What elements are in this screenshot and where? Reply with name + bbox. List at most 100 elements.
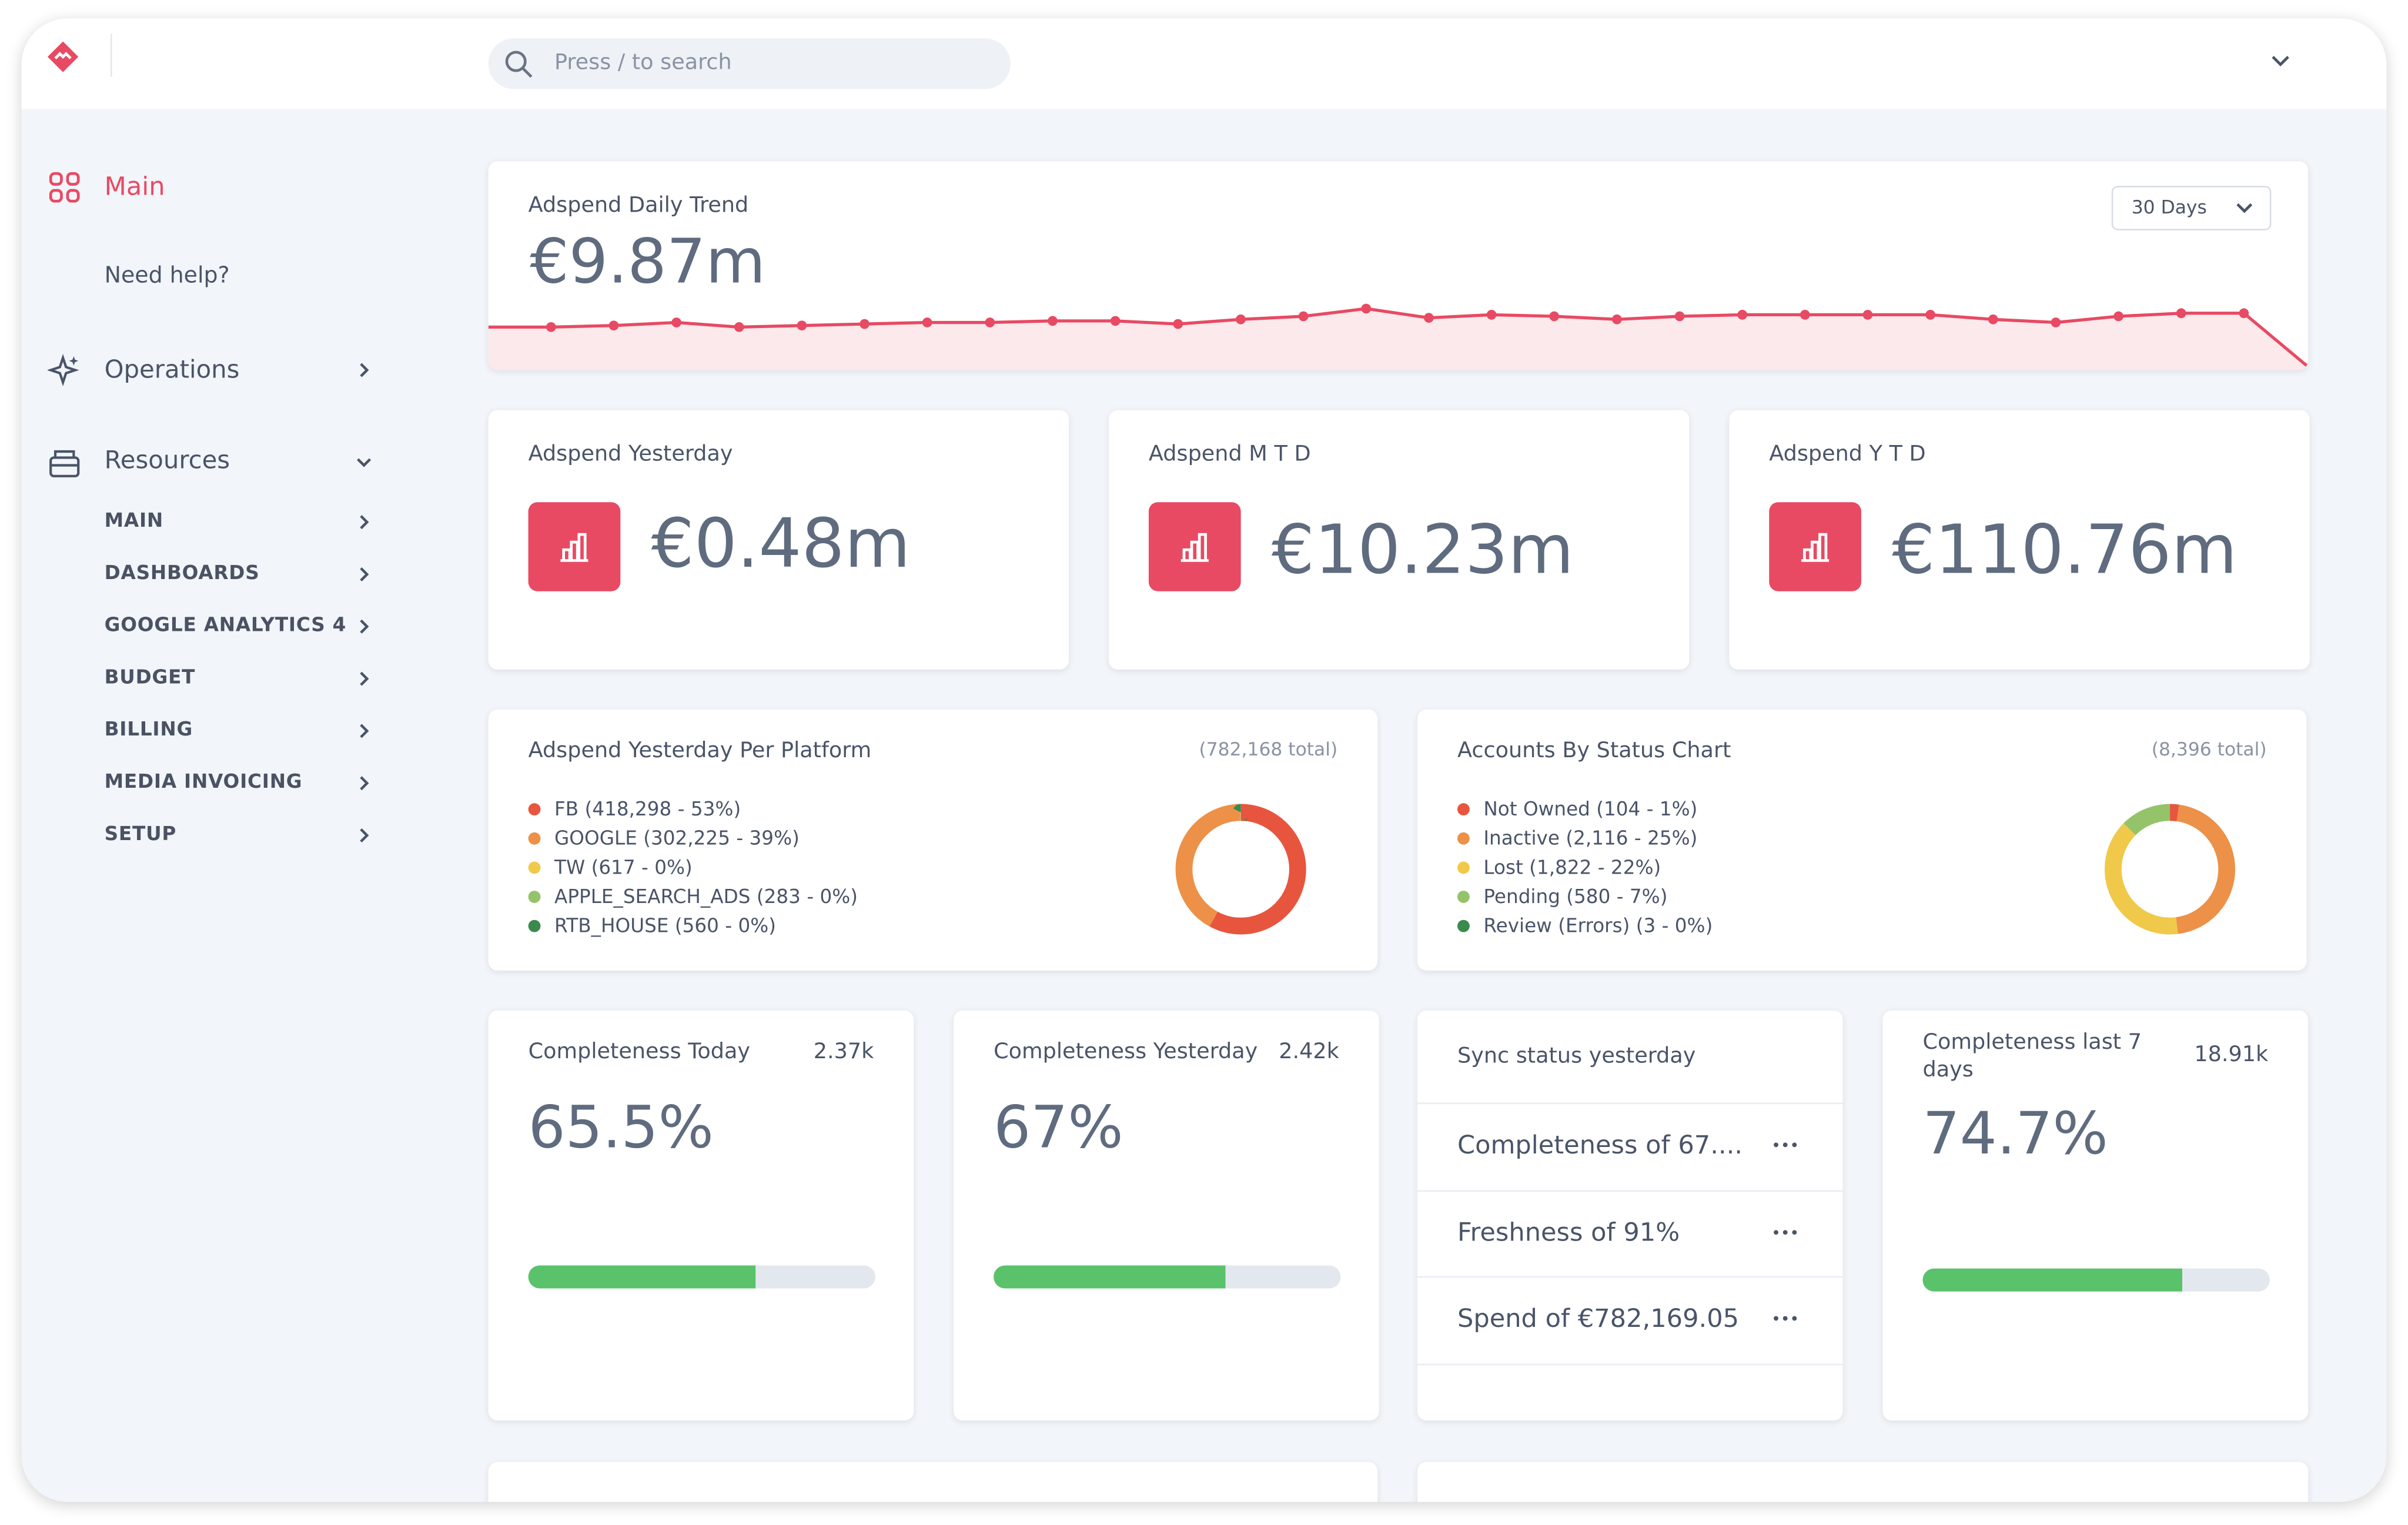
- completeness-value: 74.7%: [1922, 1099, 2108, 1168]
- more-dot: [1782, 1229, 1788, 1234]
- card-title: Adspend Yesterday Per Platform: [528, 738, 872, 764]
- trend-point: [1236, 314, 1246, 325]
- nav-item[interactable]: MEDIA INVOICING: [104, 769, 303, 792]
- donut-total: (782,168 total): [1199, 738, 1338, 761]
- icon-path: [1180, 533, 1209, 562]
- legend-label: APPLE_SEARCH_ADS (283 - 0%): [554, 884, 858, 908]
- kpi-card: Adspend Yesterday €0.48m: [488, 410, 1069, 670]
- trend-point: [2113, 311, 2123, 322]
- trend-point: [1173, 319, 1183, 329]
- legend-label: FB (418,298 - 53%): [554, 797, 741, 820]
- card-title: Adspend Yesterday: [528, 442, 733, 467]
- progress-track: [1922, 1268, 2270, 1292]
- separator: [1417, 1102, 1843, 1105]
- nav-help[interactable]: Need help?: [104, 264, 230, 289]
- nav-item[interactable]: BUDGET: [104, 665, 196, 688]
- trend-point: [1110, 316, 1121, 326]
- chevron-path: [360, 776, 369, 791]
- nav-item[interactable]: GOOGLE ANALYTICS 4: [104, 613, 347, 636]
- legend-dot: [1457, 832, 1470, 845]
- separator: [1417, 1276, 1843, 1278]
- chevron-right: [360, 671, 369, 686]
- donut-segment: [2105, 804, 2236, 935]
- nav-item[interactable]: DASHBOARDS: [104, 560, 260, 584]
- legend-dot: [1457, 861, 1470, 874]
- trend-point: [859, 319, 869, 329]
- more-dot: [1792, 1142, 1797, 1148]
- nav-item[interactable]: SETUP: [104, 821, 177, 845]
- nav-item[interactable]: BILLING: [104, 717, 193, 741]
- progress-fill: [528, 1265, 756, 1289]
- kpi-value: €0.48m: [651, 505, 911, 584]
- chevron-down: [357, 458, 372, 467]
- trend-point: [1424, 313, 1434, 323]
- nav-main[interactable]: Main: [104, 172, 165, 202]
- legend-dot: [528, 861, 541, 874]
- nav-operations[interactable]: Operations: [104, 355, 240, 384]
- trend-point: [1486, 310, 1497, 320]
- donut-segment: [2105, 804, 2236, 935]
- completeness-count: 2.42k: [1279, 1039, 1339, 1065]
- operations-icon: [47, 354, 79, 387]
- legend-label: Not Owned (104 - 1%): [1483, 797, 1698, 820]
- search-box[interactable]: Press / to search: [488, 38, 1011, 89]
- chevron-right: [360, 776, 369, 791]
- trend-value: €9.87m: [530, 227, 766, 298]
- trend-point: [797, 320, 807, 331]
- chevron-down: [2236, 203, 2253, 213]
- trend-point: [546, 322, 556, 332]
- chevron-right: [360, 363, 369, 377]
- chevron-path: [360, 515, 369, 530]
- trend-point: [1800, 310, 1810, 320]
- kpi-value: €10.23m: [1271, 511, 1574, 590]
- legend-label: Review (Errors) (3 - 0%): [1483, 914, 1713, 937]
- card-title: Completeness last 7 days: [1922, 1030, 2142, 1083]
- trend-line: [488, 307, 2308, 367]
- completeness-count: 2.37k: [813, 1039, 874, 1065]
- legend-label: GOOGLE (302,225 - 39%): [554, 826, 800, 850]
- trend-point: [734, 322, 744, 332]
- trend-card: Adspend Daily Trend €9.87m 30 Days: [488, 161, 2309, 370]
- window: Press / to search Main Need help? Operat…: [21, 18, 2387, 1502]
- range-select[interactable]: 30 Days: [2111, 186, 2272, 230]
- nav-resources[interactable]: Resources: [104, 445, 230, 475]
- card: [488, 1462, 1378, 1502]
- sync-row-label: Completeness of 67....: [1457, 1130, 1743, 1160]
- trend-point: [1612, 314, 1622, 325]
- donut-card: Accounts By Status Chart (8,396 total) Not…: [1417, 709, 2307, 971]
- nav-item[interactable]: MAIN: [104, 508, 164, 531]
- more-dot: [1774, 1142, 1778, 1148]
- trend-point: [2176, 308, 2186, 319]
- logo[interactable]: [46, 40, 79, 73]
- donut-total: (8,396 total): [2151, 738, 2267, 761]
- card-title: Adspend Daily Trend: [528, 193, 749, 218]
- completeness-count: 18.91k: [2194, 1042, 2269, 1068]
- kpi-card: Adspend Y T D €110.76m: [1729, 410, 2310, 670]
- legend-dot: [1457, 891, 1470, 903]
- icon-path: [1801, 533, 1830, 562]
- donut-segment: [1175, 804, 1306, 935]
- more-dot: [1782, 1142, 1788, 1148]
- legend-label: TW (617 - 0%): [554, 855, 693, 879]
- main-icon: [49, 172, 80, 203]
- progress-fill: [1922, 1268, 2182, 1292]
- trend-point: [1988, 314, 1998, 325]
- progress-fill: [994, 1265, 1226, 1289]
- window-content: Press / to search Main Need help? Operat…: [21, 18, 2387, 1502]
- sync-row-label: Freshness of 91%: [1457, 1217, 1680, 1246]
- account-dropdown[interactable]: [2271, 53, 2289, 69]
- chart-icon: [1180, 533, 1209, 562]
- kpi-icon: [1148, 502, 1241, 591]
- legend-dot: [528, 891, 541, 903]
- more-dot: [1792, 1316, 1797, 1321]
- donut-chart: [2105, 804, 2236, 935]
- trend-point: [1925, 310, 1935, 320]
- kpi-icon: [528, 502, 621, 591]
- card: [1417, 1462, 2309, 1502]
- trend-point: [2239, 308, 2249, 319]
- legend-label: Pending (580 - 7%): [1483, 884, 1668, 908]
- more-dot: [1792, 1229, 1797, 1234]
- more-dot: [1782, 1316, 1788, 1321]
- chevron-path: [360, 828, 369, 843]
